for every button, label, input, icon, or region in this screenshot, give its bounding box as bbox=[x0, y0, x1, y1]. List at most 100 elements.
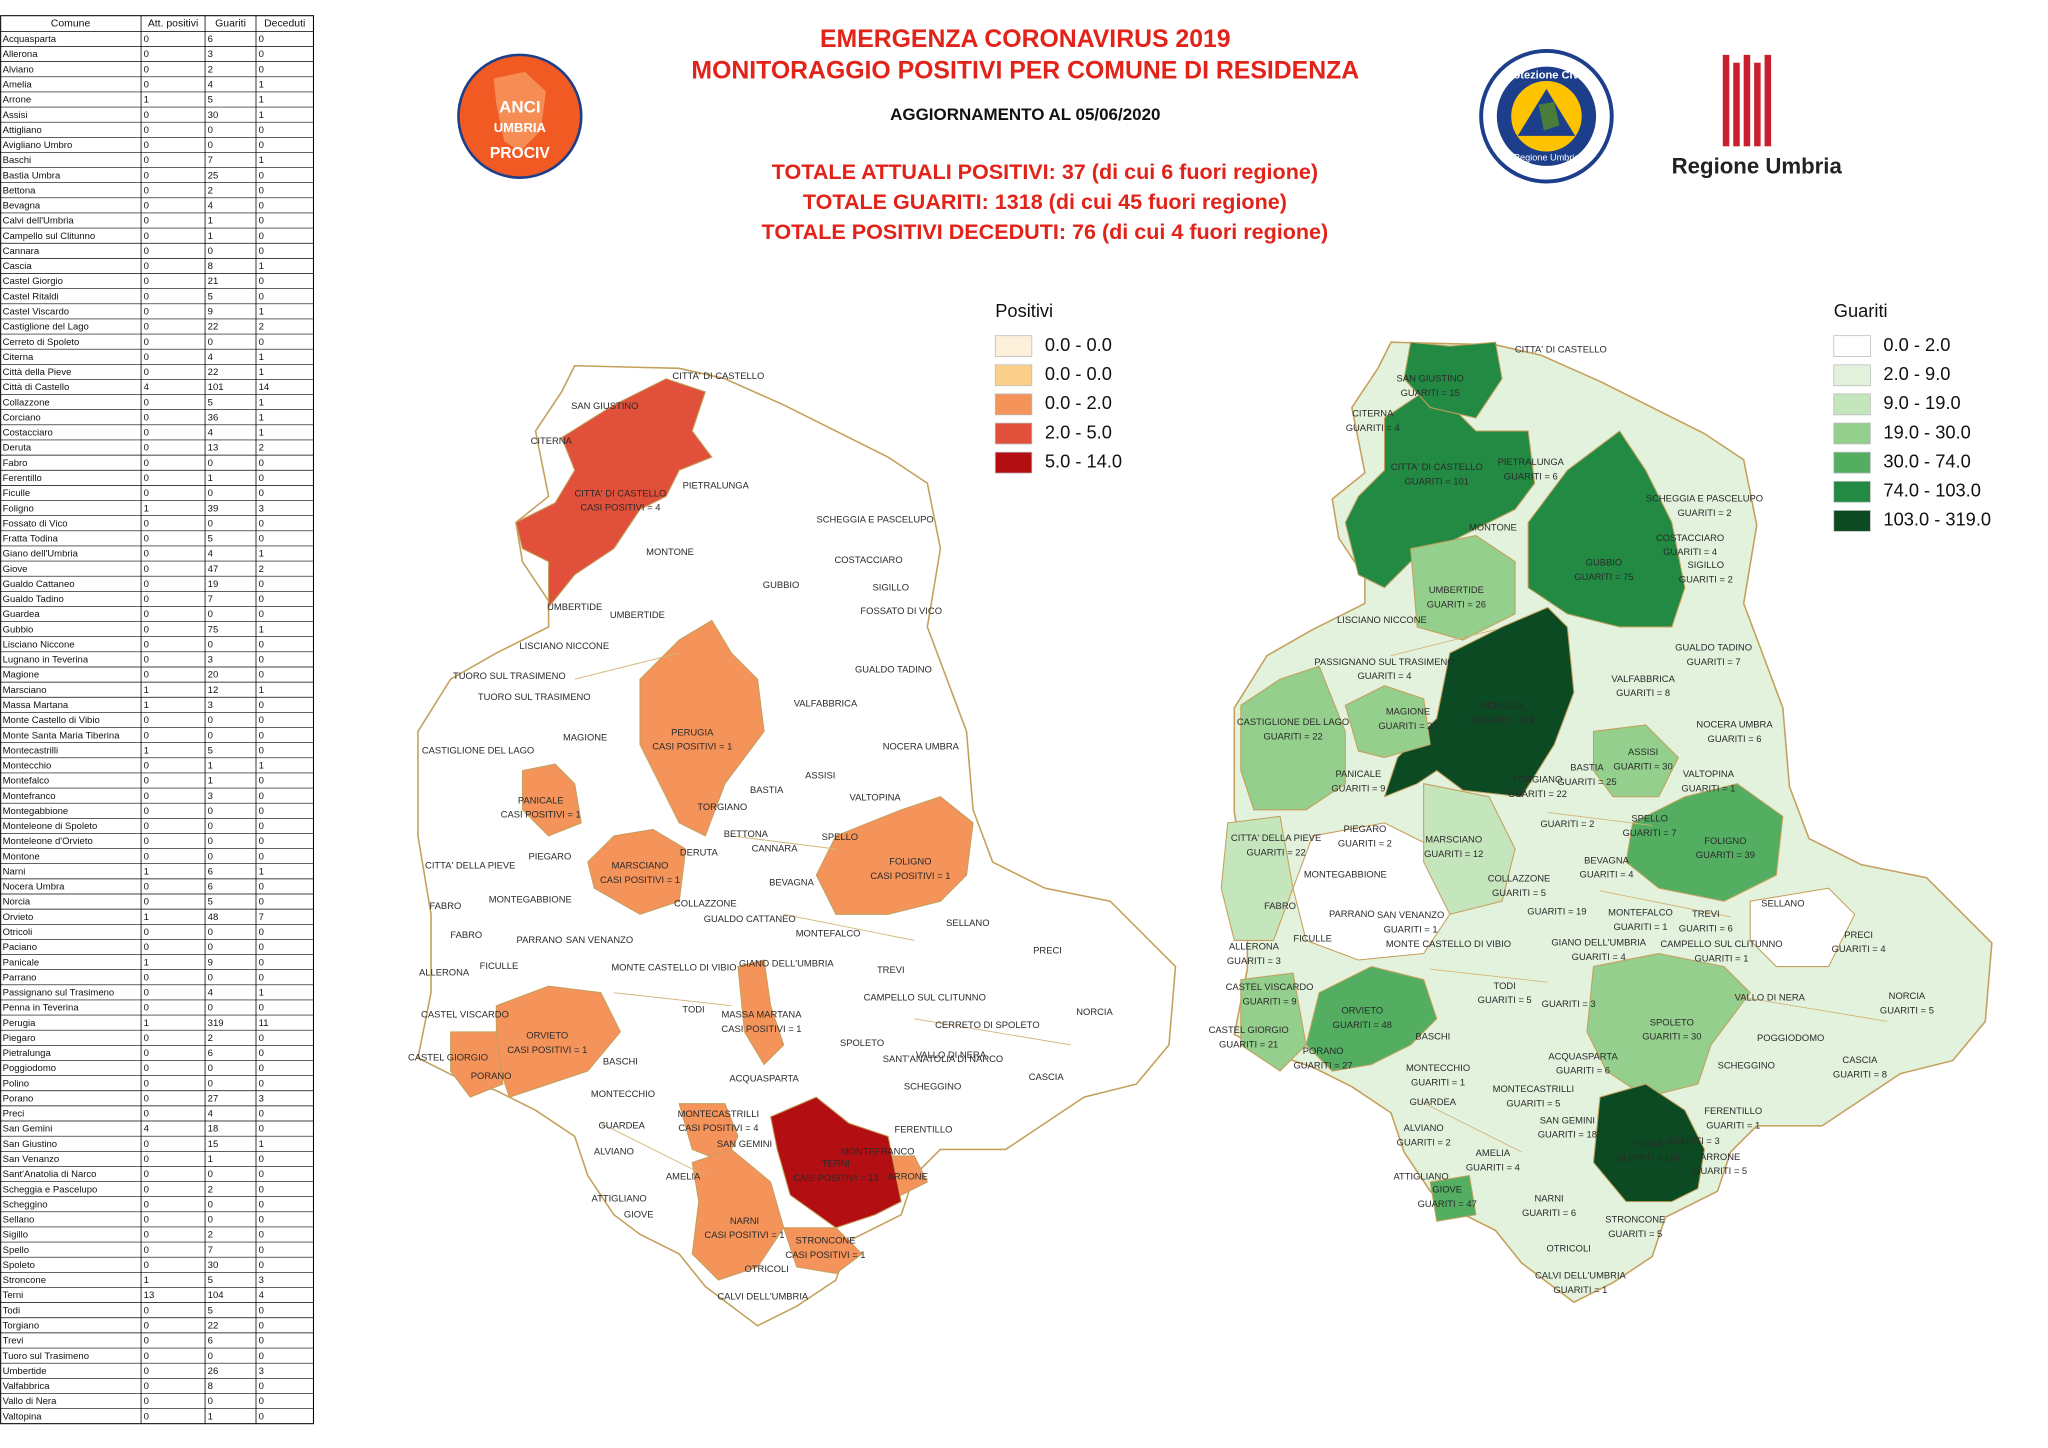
table-cell: Otricoli bbox=[3, 927, 33, 938]
table-cell: Perugia bbox=[3, 1018, 37, 1029]
column-header: Deceduti bbox=[264, 18, 305, 29]
municipality-label: SANT'ANATOLIA DI NARCO bbox=[883, 1053, 1003, 1064]
total-line: TOTALE GUARITI: 1318 (di cui 45 fuori re… bbox=[803, 189, 1287, 214]
municipality-label: GUARITI = 5 bbox=[1506, 1097, 1560, 1108]
municipality-label: GUARITI = 9 bbox=[1331, 783, 1385, 794]
table-cell: 5 bbox=[208, 1275, 213, 1286]
municipality-label: ALVIANO bbox=[594, 1146, 634, 1157]
table-cell: 0 bbox=[144, 291, 149, 302]
municipality-label: CITTA' DELLA PIEVE bbox=[425, 860, 515, 871]
table-cell: 0 bbox=[144, 428, 149, 439]
logo-text: Regione Umbria bbox=[1672, 154, 1843, 179]
table-cell: 0 bbox=[208, 806, 213, 817]
table-cell: 0 bbox=[144, 185, 149, 196]
municipality-label: GIANO DELL'UMBRIA bbox=[739, 958, 834, 969]
table-cell: 0 bbox=[208, 639, 213, 650]
municipality-label: PASSIGNANO SUL TRASIMENO bbox=[1314, 656, 1454, 667]
table-cell: 0 bbox=[259, 185, 264, 196]
municipality-label: PORANO bbox=[471, 1070, 512, 1081]
table-cell: 0 bbox=[259, 34, 264, 45]
table-cell: 1 bbox=[259, 1139, 264, 1150]
municipality-label: CITTA' DI CASTELLO bbox=[672, 370, 764, 381]
table-cell: 0 bbox=[144, 836, 149, 847]
table-cell: Calvi dell'Umbria bbox=[3, 216, 75, 227]
table-cell: Narni bbox=[3, 866, 26, 877]
municipality-label: GUARITI = 48 bbox=[1333, 1019, 1392, 1030]
table-cell: 0 bbox=[259, 276, 264, 287]
table-cell: 0 bbox=[144, 1033, 149, 1044]
table-cell: 0 bbox=[259, 836, 264, 847]
table-cell: 0 bbox=[259, 49, 264, 60]
table-cell: Montecchio bbox=[3, 761, 52, 772]
municipality-label: GUARITI = 5 bbox=[1492, 887, 1546, 898]
map: CITTA' DI CASTELLO SAN GIUSTINO CITERNA CIT… bbox=[408, 300, 1177, 1327]
table-cell: 0 bbox=[259, 140, 264, 151]
municipality-area bbox=[515, 378, 713, 609]
table-cell: 0 bbox=[259, 1124, 264, 1135]
municipality-area bbox=[1403, 341, 1503, 419]
municipality-label: GUARITI = 4 bbox=[1832, 943, 1886, 954]
table-cell: 5 bbox=[208, 1305, 213, 1316]
municipality-label: ASSISI bbox=[805, 769, 835, 780]
municipality-label: MONTEFALCO bbox=[1608, 907, 1673, 918]
table-cell: 0 bbox=[259, 579, 264, 590]
municipality-label: GUARITI = 319 bbox=[1470, 715, 1534, 726]
table-cell: Massa Martana bbox=[3, 700, 69, 711]
municipality-label: PIEGARO bbox=[1343, 823, 1386, 834]
table-cell: 0 bbox=[208, 715, 213, 726]
municipality-label: MARSCIANO bbox=[1425, 833, 1482, 844]
municipality-label: GUARITI = 7 bbox=[1623, 827, 1677, 838]
municipality-area bbox=[639, 619, 765, 837]
table-cell: Montegabbione bbox=[3, 806, 69, 817]
municipality-label: ALLERONA bbox=[419, 967, 470, 978]
table-cell: 1 bbox=[259, 261, 264, 272]
municipality-label: SCHEGGINO bbox=[1718, 1059, 1775, 1070]
municipality-label: NORCIA bbox=[1889, 990, 1926, 1001]
table-cell: 12 bbox=[208, 685, 219, 696]
table-cell: 0 bbox=[144, 1184, 149, 1195]
table-cell: 0 bbox=[144, 806, 149, 817]
table-cell: Bevagna bbox=[3, 201, 41, 212]
table-cell: 26 bbox=[208, 1366, 219, 1377]
table-cell: 4 bbox=[208, 80, 214, 91]
table-cell: 0 bbox=[259, 609, 264, 620]
table-cell: 0 bbox=[259, 851, 264, 862]
municipality-label: GUALDO CATTANEO bbox=[704, 913, 796, 924]
municipality-label: GUARITI = 4 bbox=[1466, 1161, 1520, 1172]
municipality-label: MAGIONE bbox=[563, 732, 607, 743]
municipality-label: CASI POSITIVI = 4 bbox=[678, 1122, 758, 1133]
table-cell: 1 bbox=[259, 155, 264, 166]
table-cell: Attigliano bbox=[3, 125, 42, 136]
table-cell: 0 bbox=[144, 639, 149, 650]
municipality-label: MONTEGABBIONE bbox=[489, 894, 572, 905]
municipality-label: SPOLETO bbox=[1650, 1016, 1694, 1027]
municipality-label: GUARITI = 3 bbox=[1542, 998, 1596, 1009]
table-cell: San Venanzo bbox=[3, 1154, 60, 1165]
table-cell: 6 bbox=[208, 34, 213, 45]
municipality-label: NOCERA UMBRA bbox=[883, 741, 960, 752]
table-cell: 1 bbox=[208, 1411, 213, 1422]
table-cell: 0 bbox=[144, 352, 149, 363]
table-cell: 2 bbox=[259, 564, 264, 575]
table-cell: Magione bbox=[3, 670, 40, 681]
municipality-label: PRECI bbox=[1844, 929, 1873, 940]
municipality-label: MONTEGABBIONE bbox=[1304, 869, 1387, 880]
table-cell: 0 bbox=[259, 1048, 264, 1059]
table-cell: 0 bbox=[144, 367, 149, 378]
table-cell: 0 bbox=[208, 1396, 213, 1407]
table-cell: Citerna bbox=[3, 352, 34, 363]
table-cell: 0 bbox=[144, 534, 149, 545]
municipality-label: GUARITI = 39 bbox=[1696, 849, 1755, 860]
municipality-label: TODI bbox=[1494, 980, 1516, 991]
municipality-label: GUARITI = 4 bbox=[1580, 869, 1634, 880]
municipality-area bbox=[1586, 952, 1751, 1098]
municipality-label: GUARDEA bbox=[598, 1120, 645, 1131]
legend-swatch bbox=[994, 451, 1033, 474]
municipality-label: LISCIANO NICCONE bbox=[519, 640, 609, 651]
table-cell: 0 bbox=[144, 549, 149, 560]
municipality-label: MONTECCHIO bbox=[591, 1088, 655, 1099]
municipality-label: BEVAGNA bbox=[1584, 854, 1629, 865]
table-cell: 0 bbox=[259, 1396, 264, 1407]
table-cell: 3 bbox=[208, 791, 213, 802]
table-cell: 30 bbox=[208, 1260, 219, 1271]
